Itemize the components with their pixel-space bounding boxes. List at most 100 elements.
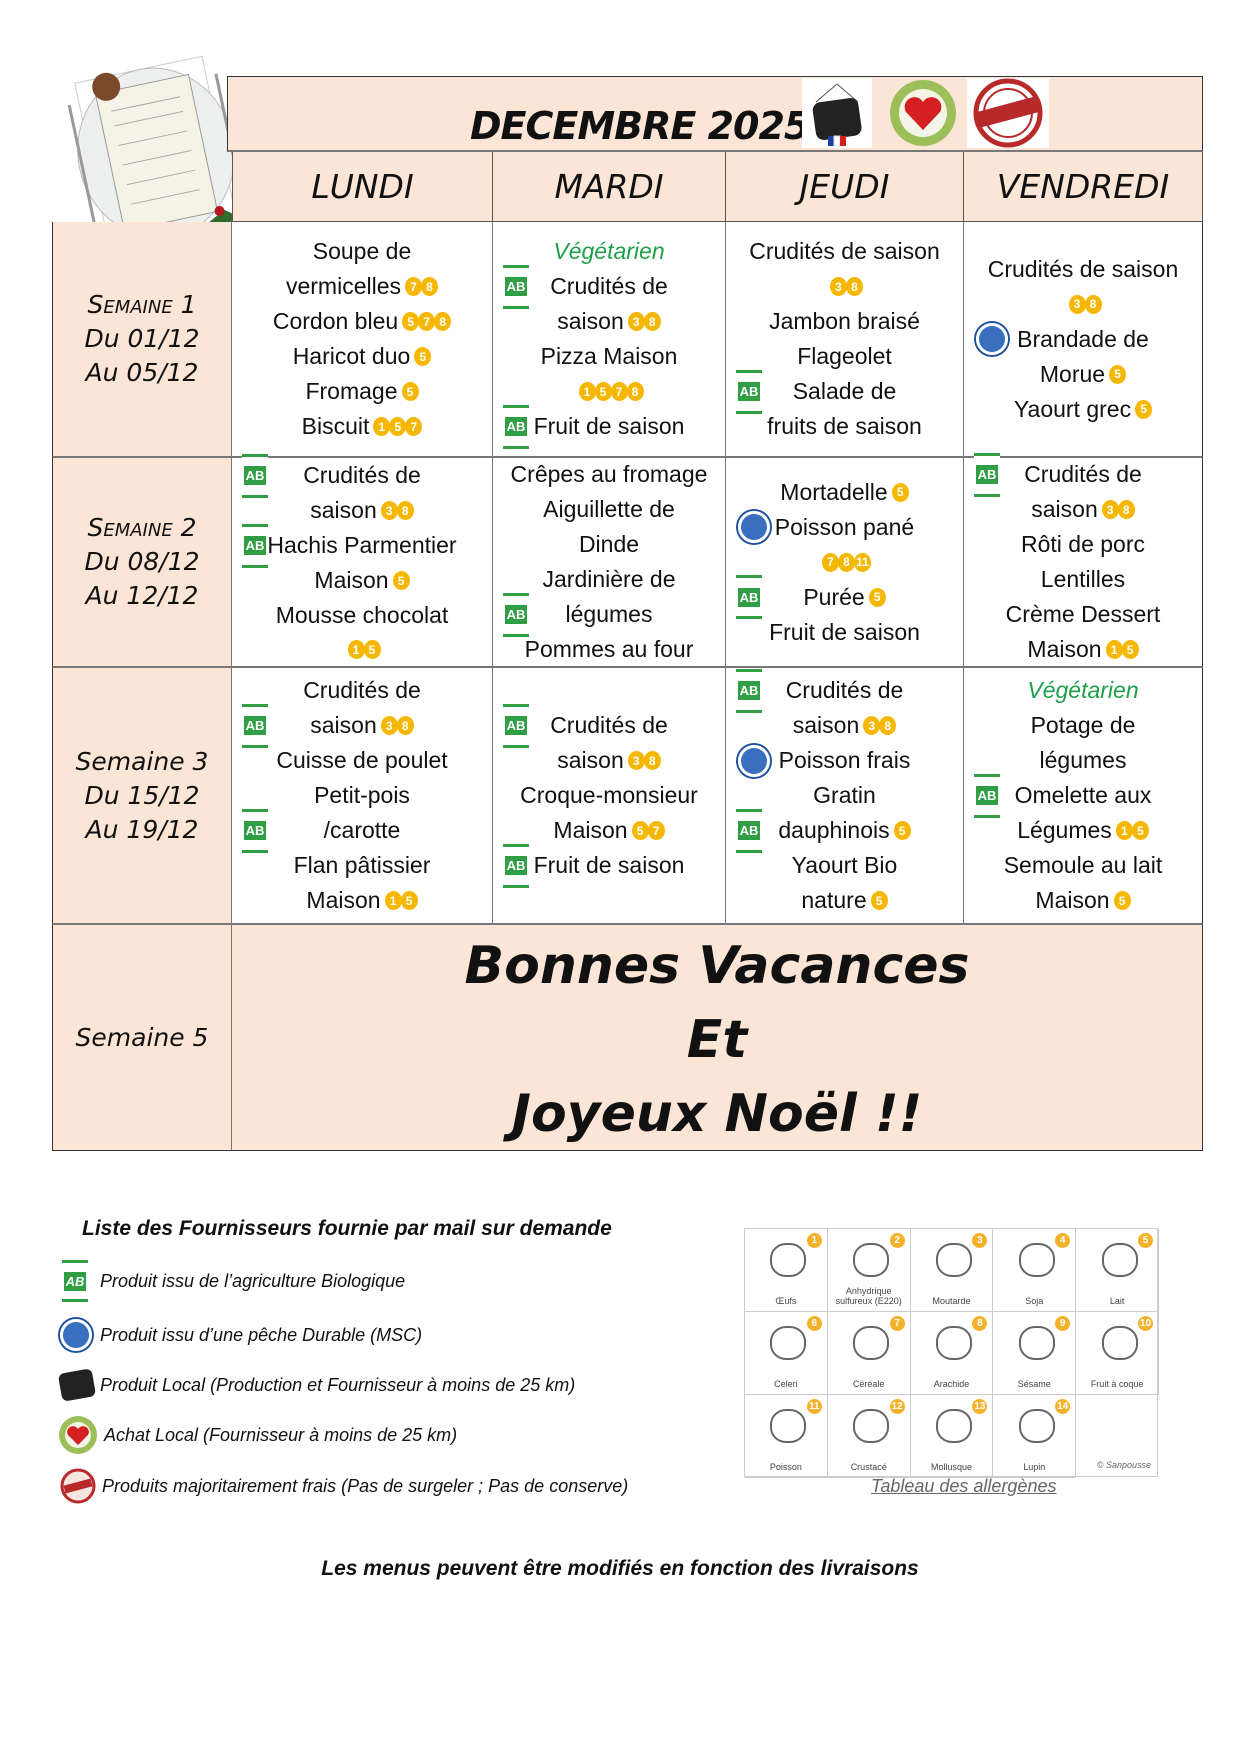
week-label: Semaine 5 (75, 1022, 209, 1052)
allergen-cell: 9 Sésame (993, 1312, 1077, 1395)
allergen-label: Poisson (769, 1462, 802, 1472)
bio-icon: AB (503, 843, 529, 888)
allergen-badge: 1 (384, 891, 402, 910)
day-header-mardi: MARDI (493, 152, 726, 222)
menu-cell-mardi: Végétarien AB Crudités de saison 3 8 Pizza Mai… (493, 222, 726, 458)
allergen-badge: 3 (830, 277, 847, 296)
menu-item-text: saison (557, 747, 624, 773)
menu-item-text: Fruit de saison (769, 618, 920, 645)
menu-item: Brandade de (964, 321, 1202, 357)
menu-item: Jardinière de (493, 562, 725, 597)
allergen-table-link[interactable]: Tableau des allergènes (871, 1476, 1057, 1496)
menu-item-text: Crudités de (303, 462, 421, 488)
allergen-label: Sésame (1017, 1379, 1051, 1389)
menu-item: Cordon bleu 5 7 8 (232, 304, 492, 339)
menu-item: AB Crudités de (232, 453, 492, 498)
menu-item-text: Biscuit (301, 413, 370, 439)
allergen-badge: 3 (1101, 500, 1119, 519)
allergen-label: Crustacé (850, 1462, 887, 1472)
vegetarian-label: Végétarien (493, 234, 725, 269)
menu-item-text: Pommes au four (524, 636, 694, 662)
allergen-badge: 5 (891, 482, 909, 502)
menu-item-text: Maison (306, 887, 381, 913)
allergen-badge: 8 (1117, 500, 1135, 519)
allergen-badge: 1 (347, 640, 365, 659)
week-label: Semaine 1 (87, 290, 197, 319)
menu-item: saison 3 8 (964, 492, 1202, 527)
menu-item-text: Crudités de (303, 677, 421, 703)
menu-item: Poisson frais (726, 742, 963, 779)
allergen-badges: 5 (891, 482, 909, 502)
menu-item-text: Aiguillette de (543, 496, 675, 522)
menu-item-text: Poisson pané (774, 513, 915, 540)
menu-cell-jeudi: Mortadelle 5 Poisson pané 7 8 11 AB Purée 5 Fruit… (726, 458, 964, 668)
allergen-cell: 7 Céréale (827, 1312, 911, 1395)
msc-icon (736, 742, 772, 779)
allergen-pictogram-icon (1018, 1243, 1055, 1277)
menu-item-text: Maison (1027, 636, 1102, 662)
allergen-cell: 4 Soja (993, 1229, 1077, 1312)
menu-item-text: Fromage (305, 378, 398, 404)
week-5-label: Semaine 5 (52, 925, 232, 1151)
footer-note: Les menus peuvent être modifiés en fonct… (321, 1557, 919, 1580)
menu-item: Crudités de saison (964, 252, 1202, 287)
menu-cell-mardi: Crêpes au fromage Aiguillette de Dinde Jard… (493, 458, 726, 668)
allergen-badge: 3 (1068, 294, 1086, 314)
menu-item: Aiguillette de (493, 492, 725, 527)
produits-locaux-logo (802, 78, 872, 148)
menu-item-text: Flan pâtissier (293, 852, 431, 878)
week-dates: Au 19/12 (85, 814, 199, 844)
menu-cell-lundi: Soupe de vermicelles 7 8 Cordon bleu 5 7 8 Haric… (232, 222, 493, 458)
allergen-pictogram-icon (935, 1409, 972, 1443)
week-dates: Au 12/12 (85, 581, 199, 610)
allergen-pictogram-icon (770, 1243, 807, 1277)
produits-locaux-icon (57, 1368, 97, 1402)
menu-item-text: Mortadelle (780, 478, 888, 505)
menu-item-text: Maison (553, 817, 628, 843)
menu-item: Fruit de saison (726, 615, 963, 650)
menu-item: Rôti de porc (964, 527, 1202, 562)
legend-item-produits-locaux: Produit Local (Production et Fournisseur… (57, 1365, 575, 1405)
menu-item-text: Jambon braisé (769, 308, 920, 334)
allergen-badge: 7 (405, 417, 423, 436)
bio-icon: AB (242, 808, 268, 853)
allergen-badge: 3 (380, 501, 398, 520)
menu-item: Maison 5 (232, 563, 492, 598)
menu-item-text: Petit-pois (314, 782, 410, 808)
legend-text: Produit issu de l’agriculture Biologique (100, 1270, 406, 1291)
menu-item-text: /carotte (323, 817, 401, 843)
moi-j-aime-acheter-local-logo (888, 78, 958, 148)
bio-icon: AB (736, 575, 762, 619)
allergen-badge: 8 (879, 716, 897, 735)
menu-item: saison 3 8 (232, 493, 492, 528)
allergen-pictogram-icon (770, 1326, 807, 1360)
allergen-cell: 8 Arachide (910, 1312, 994, 1395)
holiday-message-line: Bonnes Vacances (464, 936, 970, 996)
bio-icon: AB (736, 808, 762, 853)
allergen-label: Lait (1109, 1296, 1125, 1306)
legend-item-msc: Produit issu d’une pêche Durable (MSC) (58, 1315, 422, 1355)
menu-item: AB/carotte (232, 808, 492, 853)
allergen-number: 10 (1137, 1316, 1153, 1331)
menu-item: Légumes 1 5 (964, 813, 1202, 848)
menu-item: nature 5 (726, 883, 963, 918)
allergen-badge: 7 (647, 821, 665, 840)
msc-icon (736, 509, 772, 545)
menu-item: Yaourt grec 5 (964, 392, 1202, 427)
menu-item: Crème Dessert (964, 597, 1202, 632)
menu-item-text: Salade de (792, 378, 897, 404)
allergen-badge: 7 (405, 277, 423, 296)
holiday-message-line: Et (686, 1010, 748, 1070)
allergen-badge: 5 (363, 640, 381, 659)
menu-item-text: Fruit de saison (533, 852, 685, 878)
